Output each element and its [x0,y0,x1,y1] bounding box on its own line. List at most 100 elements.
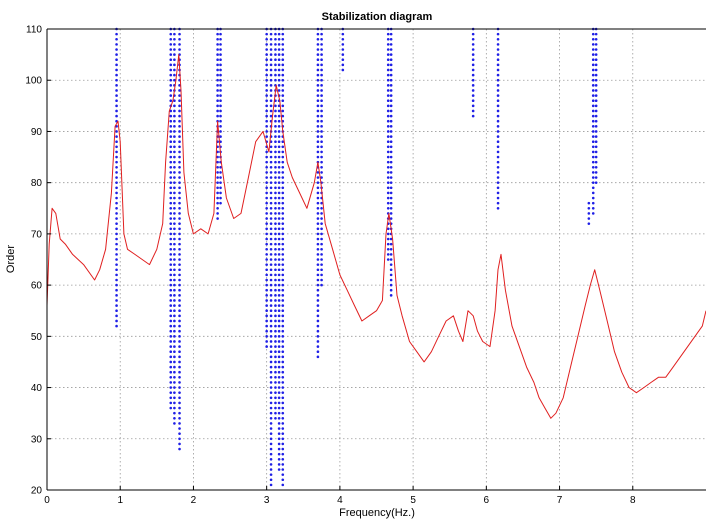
stable-pole-point [471,58,475,62]
stable-pole-point [277,32,281,36]
stable-pole-point [274,227,277,231]
stable-pole-point [277,114,281,118]
stable-pole-point [389,186,393,190]
stable-pole-point [219,48,222,51]
x-tick-label-7: 7 [557,495,563,506]
stable-pole-point [591,135,595,138]
stable-pole-point [178,212,181,215]
y-tick-label-5: 70 [31,229,43,240]
stable-pole-point [389,283,393,287]
stable-pole-point [281,283,285,287]
stable-pole-point [216,196,219,200]
stable-pole-point [320,232,323,236]
stable-pole-point [219,78,222,82]
stable-pole-point [173,283,176,287]
stable-pole-point [269,232,273,236]
stable-pole-point [320,89,323,92]
stable-pole-point [173,171,176,174]
stable-pole-point [316,99,320,103]
stable-pole-point [169,253,173,256]
stable-pole-point [594,119,598,123]
stable-pole-point [591,114,595,118]
stable-pole-point [277,68,281,72]
stable-pole-point [219,37,222,41]
stable-pole-point [216,68,219,72]
stable-pole-point [320,58,323,62]
stable-pole-point [178,324,181,328]
stable-pole-point [269,335,273,338]
stable-pole-point [274,253,277,256]
stable-pole-point [277,273,281,277]
stable-pole-point [269,340,273,343]
stable-pole-point [265,119,268,123]
stable-pole-point [594,63,598,67]
tick-labels: 0 1 2 3 4 5 6 7 8 20 30 40 50 60 70 80 90 100 110 [25,25,636,507]
stable-pole-point [115,186,118,190]
x-tick-label-8: 8 [630,495,636,506]
stable-pole-point [316,140,320,143]
stable-pole-point [471,63,475,67]
stable-pole-point [265,125,268,128]
stable-pole-point [178,283,181,287]
stable-pole-point [265,155,268,159]
stable-pole-point [173,150,176,154]
x-tick-label-6: 6 [484,495,490,506]
stable-pole-point [591,48,595,51]
stable-pole-point [115,253,118,256]
stable-pole-point [274,125,277,128]
stable-pole-point [178,350,181,354]
stable-pole-point [178,376,181,379]
stable-pole-point [178,432,181,435]
stable-pole-point [594,181,598,184]
stable-pole-point [591,186,595,190]
stable-pole-point [216,114,219,118]
stable-pole-point [496,196,500,200]
stable-pole-point [277,63,281,67]
stable-pole-point [169,99,173,103]
stable-pole-point [281,365,285,369]
stable-pole-point [169,294,173,297]
stable-pole-point [115,278,118,282]
stable-pole-point [173,355,176,359]
stable-pole-point [265,53,268,56]
pole-column-6 [265,27,268,348]
stable-pole-point [269,201,273,205]
stable-pole-point [115,206,118,210]
stable-pole-point [281,396,285,400]
stable-pole-point [265,89,268,92]
stable-pole-point [277,58,281,62]
stable-pole-point [274,181,277,184]
stable-pole-point [269,222,273,225]
stable-pole-point [277,186,281,190]
stable-pole-point [594,73,598,77]
stable-pole-point [178,401,181,405]
stable-pole-point [277,406,281,410]
stable-pole-point [496,201,500,205]
stable-pole-point [115,247,118,251]
stable-pole-point [341,48,345,51]
x-tick-label-0: 0 [44,495,50,506]
stable-pole-point [216,37,219,41]
stable-pole-point [269,43,273,46]
stable-pole-point [178,319,181,323]
stable-pole-point [320,222,323,225]
stable-pole-point [178,140,181,143]
stable-pole-point [219,53,222,56]
stable-pole-point [594,171,598,174]
stable-pole-point [269,258,273,261]
stable-pole-point [169,212,173,215]
stable-pole-point [496,73,500,77]
stable-pole-point [316,206,320,210]
stable-pole-point [269,217,273,220]
stable-pole-point [169,381,173,384]
stable-pole-point [316,119,320,123]
stable-pole-point [389,94,393,97]
stable-pole-point [265,43,268,46]
stable-pole-point [274,304,277,307]
stable-pole-point [178,411,181,415]
stable-pole-point [277,381,281,384]
stable-pole-point [173,232,176,236]
stable-pole-point [169,58,173,62]
stable-pole-point [274,104,277,108]
stable-pole-point [178,237,181,241]
